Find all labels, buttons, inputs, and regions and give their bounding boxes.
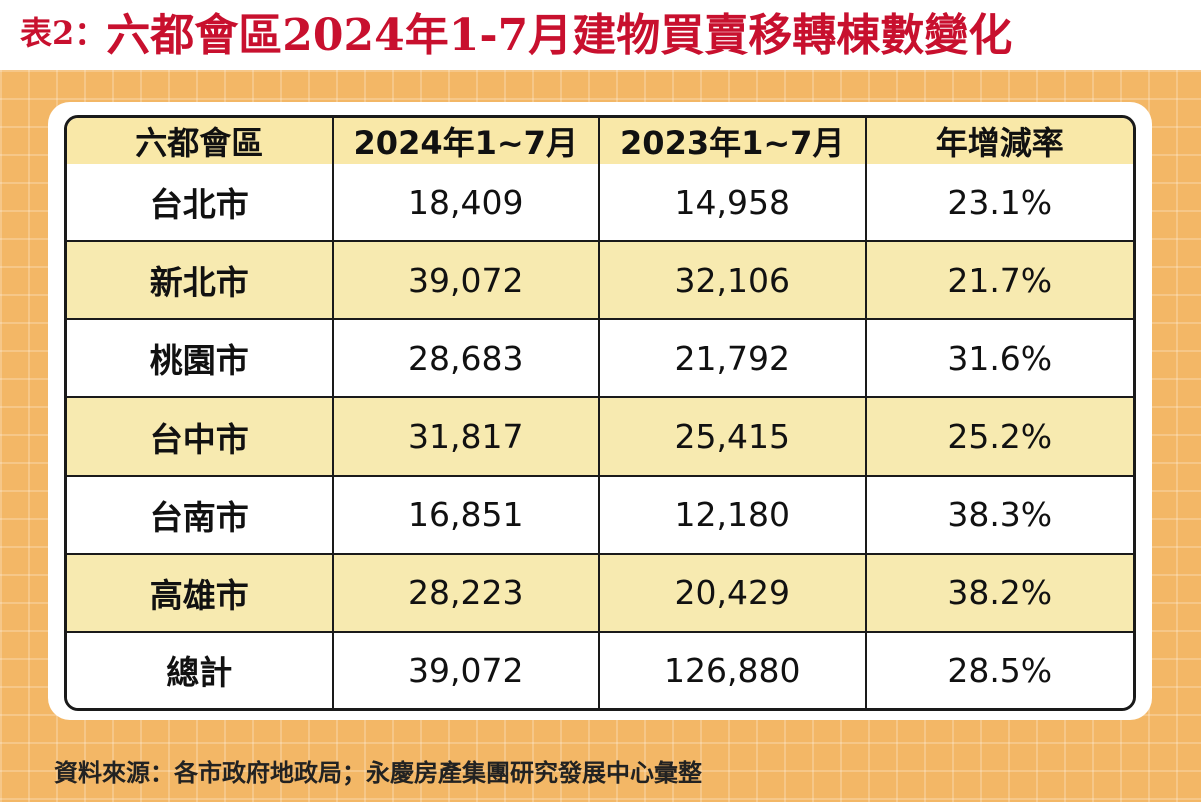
cell-2023: 20,429 [600, 554, 867, 633]
source-note: 資料來源：各市政府地政局；永慶房產集團研究發展中心彙整 [54, 759, 702, 787]
cell-2023: 32,106 [600, 242, 867, 321]
cell-2024: 18,409 [333, 164, 600, 243]
table-row-total: 總計 39,072 126,880 28.5% [67, 632, 1133, 708]
cell-2024: 39,072 [333, 632, 600, 708]
table-row: 桃園市 28,683 21,792 31.6% [67, 320, 1133, 399]
cell-2023: 21,792 [600, 320, 867, 399]
page-title: 表2： 六都會區2024年1-7月建物買賣移轉棟數變化 [0, 0, 1201, 62]
table-row: 新北市 39,072 32,106 21.7% [67, 242, 1133, 321]
cell-region: 台北市 [67, 164, 334, 243]
cell-yoy: 21.7% [866, 242, 1133, 321]
table-card: 六都會區 2024年1~7月 2023年1~7月 年增減率 台北市 18,409… [48, 102, 1152, 720]
cell-region: 高雄市 [67, 554, 334, 633]
cell-region: 桃園市 [67, 320, 334, 399]
header-2023: 2023年1~7月 [600, 118, 867, 164]
header-yoy: 年增減率 [866, 118, 1133, 164]
header-region: 六都會區 [67, 118, 334, 164]
cell-yoy: 31.6% [866, 320, 1133, 399]
cell-region: 台中市 [67, 398, 334, 477]
grid-background: 六都會區 2024年1~7月 2023年1~7月 年增減率 台北市 18,409… [0, 70, 1201, 802]
cell-2024: 28,683 [333, 320, 600, 399]
cell-yoy: 25.2% [866, 398, 1133, 477]
cell-yoy: 38.3% [866, 476, 1133, 555]
cell-yoy: 28.5% [866, 632, 1133, 708]
transfer-table: 六都會區 2024年1~7月 2023年1~7月 年增減率 台北市 18,409… [64, 115, 1136, 711]
cell-region: 總計 [67, 632, 334, 708]
title-text: 六都會區2024年1-7月建物買賣移轉棟數變化 [106, 10, 1013, 61]
table-row: 台北市 18,409 14,958 23.1% [67, 164, 1133, 243]
table-row: 高雄市 28,223 20,429 38.2% [67, 554, 1133, 633]
cell-region: 台南市 [67, 476, 334, 555]
cell-2024: 39,072 [333, 242, 600, 321]
table-header-row: 六都會區 2024年1~7月 2023年1~7月 年增減率 [67, 118, 1133, 164]
cell-2024: 31,817 [333, 398, 600, 477]
cell-2023: 25,415 [600, 398, 867, 477]
cell-region: 新北市 [67, 242, 334, 321]
cell-2023: 12,180 [600, 476, 867, 555]
cell-yoy: 23.1% [866, 164, 1133, 243]
cell-2024: 16,851 [333, 476, 600, 555]
header-2024: 2024年1~7月 [333, 118, 600, 164]
table-row: 台中市 31,817 25,415 25.2% [67, 398, 1133, 477]
cell-2023: 126,880 [600, 632, 867, 708]
table-row: 台南市 16,851 12,180 38.3% [67, 476, 1133, 555]
cell-2023: 14,958 [600, 164, 867, 243]
cell-2024: 28,223 [333, 554, 600, 633]
title-prefix: 表2： [20, 14, 107, 52]
cell-yoy: 38.2% [866, 554, 1133, 633]
